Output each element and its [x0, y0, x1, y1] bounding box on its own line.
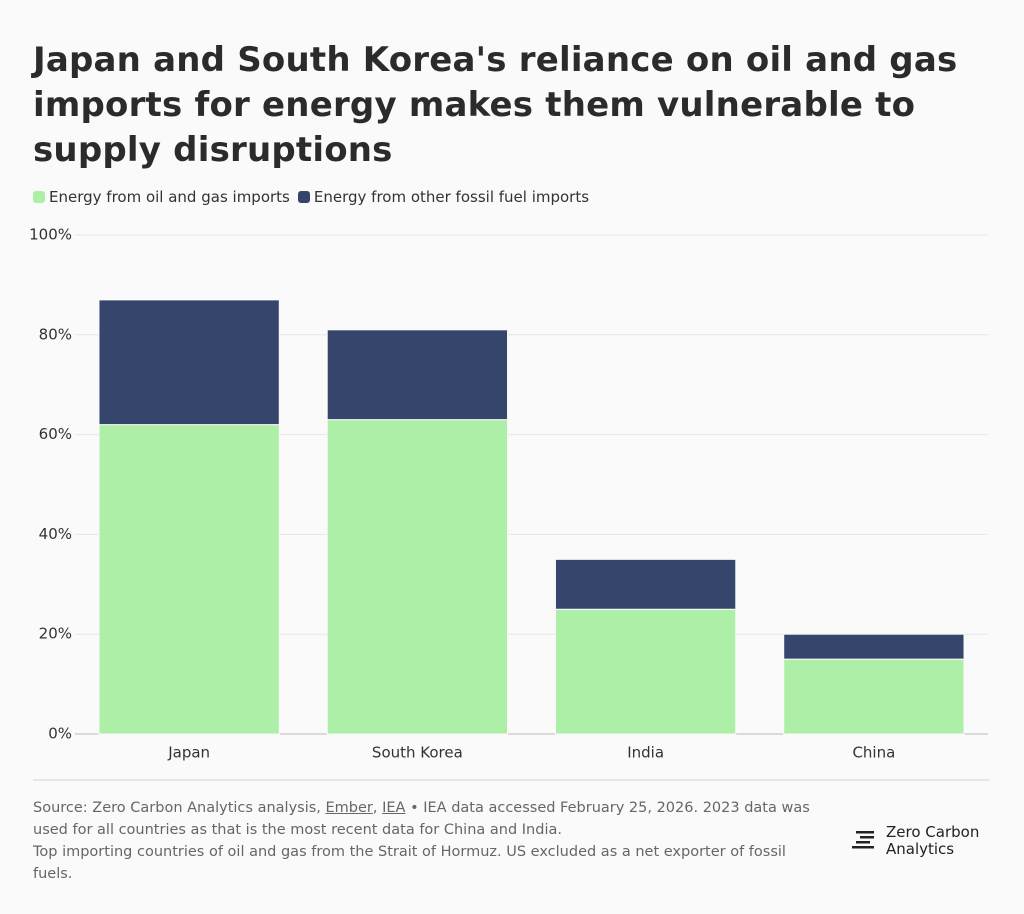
legend-item: Energy from oil and gas imports: [33, 188, 290, 206]
x-tick-label: China: [852, 744, 895, 762]
x-tick-label: India: [627, 744, 664, 762]
x-tick-label: South Korea: [372, 744, 463, 762]
y-tick-label: 40%: [39, 525, 72, 543]
source-link[interactable]: Ember: [325, 800, 373, 816]
source-link[interactable]: IEA: [382, 800, 406, 816]
bar-segment: [783, 633, 965, 660]
logo-text: Zero Carbon Analytics: [886, 824, 979, 858]
legend: Energy from oil and gas imports Energy fr…: [33, 188, 589, 206]
bar-segment: [98, 299, 280, 426]
logo-line: Zero Carbon: [886, 823, 980, 841]
legend-label: Energy from other fossil fuel imports: [313, 188, 590, 206]
logo: Zero Carbon Analytics: [852, 824, 979, 858]
x-tick-label: Japan: [167, 744, 210, 762]
y-tick-label: 100%: [29, 226, 72, 244]
y-tick-label: 60%: [39, 425, 72, 443]
bar-segment: [783, 658, 965, 735]
y-tick-label: 80%: [39, 325, 72, 343]
source-suffix: • IEA data accessed February 25, 2026. 2…: [33, 800, 810, 838]
y-tick-label: 0%: [48, 725, 72, 743]
legend-label: Energy from oil and gas imports: [49, 188, 290, 206]
chart-title: Japan and South Korea's reliance on oil …: [33, 40, 958, 170]
logo-icon: [852, 831, 874, 849]
bar-segment: [326, 419, 509, 735]
logo-line: Analytics: [886, 840, 955, 858]
bar-segment: [326, 329, 509, 421]
bar-segment: [554, 558, 737, 610]
bar-segment: [554, 608, 737, 735]
note: Top importing countries of oil and gas f…: [33, 844, 786, 882]
y-tick-label: 20%: [39, 625, 72, 643]
separator-text: ,: [372, 800, 378, 816]
source-prefix: Source: Zero Carbon Analytics analysis,: [33, 800, 321, 816]
legend-item: Energy from other fossil fuel imports: [297, 188, 590, 206]
legend-swatch: [297, 191, 310, 203]
legend-swatch: [33, 191, 45, 203]
footer: Source: Zero Carbon Analytics analysis, …: [33, 797, 813, 885]
bar-segment: [98, 424, 280, 735]
